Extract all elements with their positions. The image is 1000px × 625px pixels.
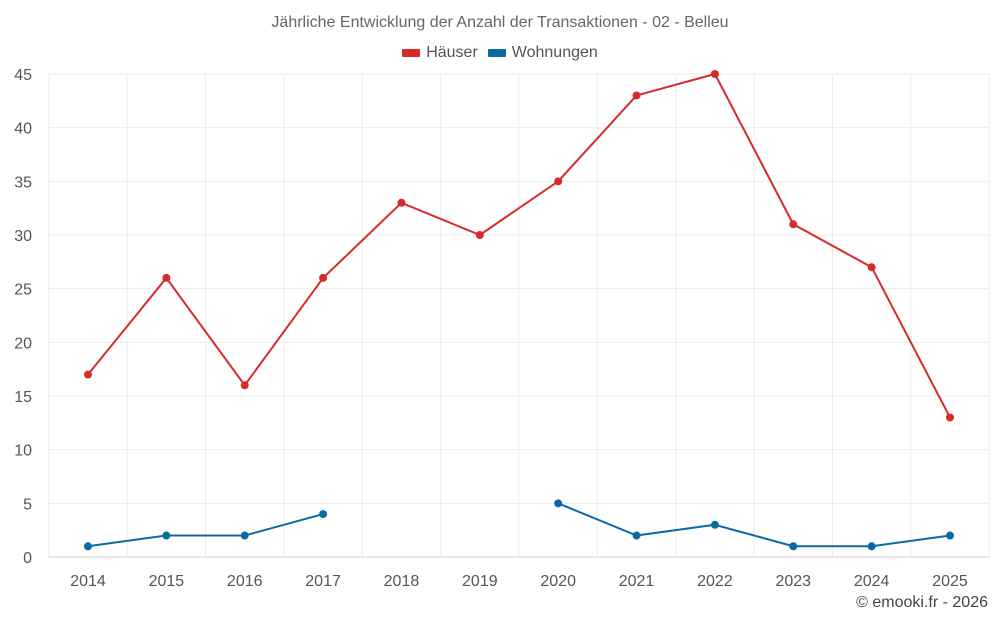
data-point-0-2025[interactable] (946, 413, 954, 422)
data-point-0-2023[interactable] (789, 220, 798, 229)
legend-label-haeuser: Häuser (426, 44, 478, 61)
data-point-1-2023[interactable] (789, 542, 798, 551)
x-tick-label: 2024 (854, 573, 890, 590)
y-tick-label: 35 (14, 174, 32, 191)
chart-title: Jährliche Entwicklung der Anzahl der Tra… (271, 14, 729, 31)
y-tick-label: 5 (23, 496, 32, 513)
series-line-0 (87, 73, 951, 418)
data-point-0-2018[interactable] (397, 198, 406, 207)
x-tick-label: 2017 (305, 573, 341, 590)
legend-label-wohnungen: Wohnungen (511, 44, 598, 61)
data-point-1-2016[interactable] (240, 531, 249, 540)
x-tick-label: 2022 (697, 573, 733, 590)
data-point-0-2020[interactable] (554, 177, 563, 186)
data-point-1-2025[interactable] (946, 531, 954, 540)
series-points (84, 70, 954, 551)
x-tick-label: 2019 (462, 573, 498, 590)
x-tick-label: 2015 (149, 573, 185, 590)
data-point-1-2020[interactable] (554, 499, 563, 508)
x-tick-label: 2021 (619, 573, 655, 590)
data-point-1-2014[interactable] (84, 542, 92, 551)
x-tick-label: 2020 (540, 573, 576, 590)
y-tick-label: 45 (14, 67, 32, 84)
credit-text: © emooki.fr - 2026 (856, 594, 988, 611)
y-tick-label: 25 (14, 282, 32, 299)
series-line-1 (557, 502, 951, 548)
y-tick-label: 15 (14, 389, 32, 406)
x-tick-label: 2014 (70, 573, 106, 590)
series-line-1 (87, 513, 324, 548)
x-tick-label: 2018 (384, 573, 420, 590)
legend-item-haeuser[interactable]: Häuser (402, 44, 478, 62)
data-point-0-2016[interactable] (240, 381, 249, 390)
data-point-1-2015[interactable] (162, 531, 171, 540)
y-tick-label: 40 (14, 121, 32, 138)
y-tick-label: 20 (14, 335, 32, 352)
data-point-1-2017[interactable] (319, 510, 328, 519)
data-point-1-2024[interactable] (867, 542, 876, 551)
legend: Häuser Wohnungen (0, 44, 1000, 62)
x-tick-label: 2025 (932, 573, 968, 590)
data-point-1-2021[interactable] (632, 531, 641, 540)
series-lines (87, 73, 951, 548)
legend-item-wohnungen[interactable]: Wohnungen (487, 44, 598, 62)
data-point-1-2022[interactable] (710, 520, 719, 529)
y-tick-label: 10 (14, 443, 32, 460)
data-point-0-2019[interactable] (475, 231, 484, 239)
data-point-0-2015[interactable] (162, 273, 171, 282)
legend-swatch-haeuser (402, 49, 421, 57)
data-point-0-2017[interactable] (319, 273, 328, 282)
grid (48, 73, 990, 558)
data-point-0-2021[interactable] (632, 91, 641, 100)
y-tick-label: 30 (14, 228, 32, 245)
data-point-0-2022[interactable] (710, 70, 719, 78)
data-point-0-2024[interactable] (867, 263, 876, 272)
y-tick-label: 0 (23, 550, 32, 567)
x-tick-label: 2023 (775, 573, 811, 590)
legend-swatch-wohnungen (487, 49, 506, 57)
data-point-0-2014[interactable] (84, 370, 92, 379)
x-tick-label: 2016 (227, 573, 263, 590)
